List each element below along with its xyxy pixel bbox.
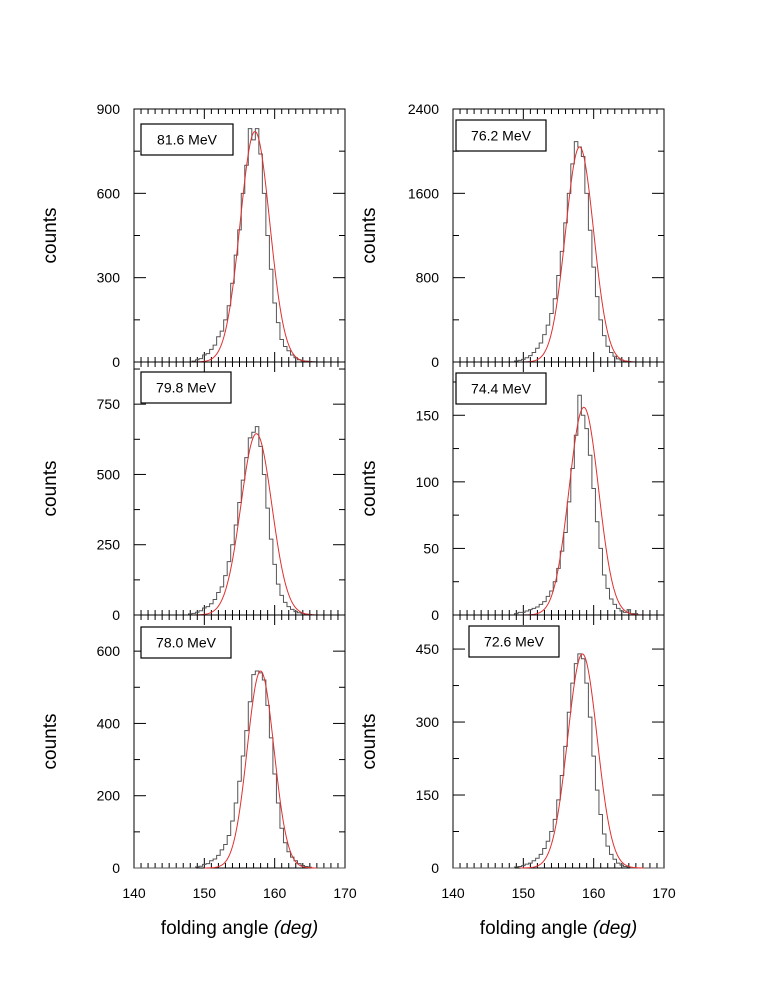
y-tick-label: 0 xyxy=(112,607,120,623)
y-tick-label: 0 xyxy=(431,860,439,876)
y-tick-label: 1600 xyxy=(408,185,439,201)
y-tick-label: 400 xyxy=(97,715,121,731)
y-tick-label: 150 xyxy=(416,787,440,803)
energy-label: 74.4 MeV xyxy=(471,381,532,397)
x-tick-label: 160 xyxy=(263,885,287,901)
x-axis-unit: (deg) xyxy=(274,918,318,939)
y-tick-label: 0 xyxy=(112,354,120,370)
x-tick-label: 170 xyxy=(652,885,676,901)
y-axis-title: counts xyxy=(359,714,380,770)
gaussian-fit-curve xyxy=(192,130,317,363)
panel-6: 0 150 300 450 140 150 160 170 counts folding angl… xyxy=(359,614,676,939)
y-tick-label: 600 xyxy=(97,185,121,201)
panel-3: 0 200 400 600 140 150 160 170 counts folding angl… xyxy=(40,614,357,939)
y-axis-title: counts xyxy=(40,714,61,770)
y-tick-label: 0 xyxy=(431,607,439,623)
x-tick-label: 150 xyxy=(512,885,536,901)
y-tick-label: 0 xyxy=(431,354,439,370)
y-tick-label: 0 xyxy=(112,860,120,876)
gaussian-fit-curve xyxy=(191,433,321,616)
y-tick-label: 250 xyxy=(97,537,121,553)
y-axis-title: counts xyxy=(359,461,380,517)
x-axis-title: folding angle (deg) xyxy=(480,918,637,939)
energy-label-box xyxy=(455,119,547,152)
y-tick-label: 750 xyxy=(97,396,121,412)
panel-1: 0 300 600 900 counts 81.6 MeV xyxy=(40,101,346,370)
gaussian-fit-curve xyxy=(520,146,639,363)
histogram-series xyxy=(134,426,345,616)
x-axis-title: folding angle (deg) xyxy=(161,918,318,939)
energy-label-box xyxy=(140,371,232,404)
x-tick-label: 160 xyxy=(582,885,606,901)
y-tick-label: 900 xyxy=(97,101,121,117)
histogram-series xyxy=(453,653,664,869)
y-tick-label: 200 xyxy=(97,788,121,804)
histogram-series xyxy=(134,128,345,363)
energy-label: 72.6 MeV xyxy=(484,634,545,650)
y-tick-label: 150 xyxy=(416,407,440,423)
energy-label: 78.0 MeV xyxy=(156,635,217,651)
y-axis-title: counts xyxy=(40,461,61,517)
panel-2: 0 250 500 750 counts 79.8 MeV xyxy=(40,361,346,623)
histogram-series xyxy=(453,394,664,616)
histogram-series xyxy=(453,141,664,363)
x-tick-label: 150 xyxy=(193,885,217,901)
gaussian-fit-curve xyxy=(521,406,646,616)
energy-label-box xyxy=(468,625,560,658)
y-tick-label: 800 xyxy=(416,270,440,286)
y-tick-label: 500 xyxy=(97,466,121,482)
histogram-series xyxy=(134,670,345,869)
energy-label-box xyxy=(140,626,232,659)
energy-label-box xyxy=(455,372,547,405)
y-tick-label: 600 xyxy=(97,643,121,659)
energy-label: 76.2 MeV xyxy=(471,128,532,144)
y-axis-title: counts xyxy=(359,208,380,264)
x-tick-label: 140 xyxy=(441,885,465,901)
energy-label: 79.8 MeV xyxy=(156,380,217,396)
panel-5: 0 50 100 150 counts 74.4 MeV xyxy=(359,361,665,623)
y-tick-label: 2400 xyxy=(408,101,439,117)
energy-label: 81.6 MeV xyxy=(157,132,218,148)
y-tick-label: 50 xyxy=(423,540,439,556)
gaussian-fit-curve xyxy=(520,653,645,869)
x-tick-label: 170 xyxy=(333,885,357,901)
x-tick-label: 140 xyxy=(122,885,146,901)
y-tick-label: 300 xyxy=(97,270,121,286)
x-axis-unit: (deg) xyxy=(593,918,637,939)
y-axis-title: counts xyxy=(40,208,61,264)
y-tick-label: 450 xyxy=(416,641,440,657)
panel-4: 0 800 1600 2400 counts 76.2 MeV xyxy=(359,101,665,370)
y-tick-label: 100 xyxy=(416,474,440,490)
y-tick-label: 300 xyxy=(416,714,440,730)
energy-label-box xyxy=(140,123,234,156)
gaussian-fit-curve xyxy=(204,670,317,869)
